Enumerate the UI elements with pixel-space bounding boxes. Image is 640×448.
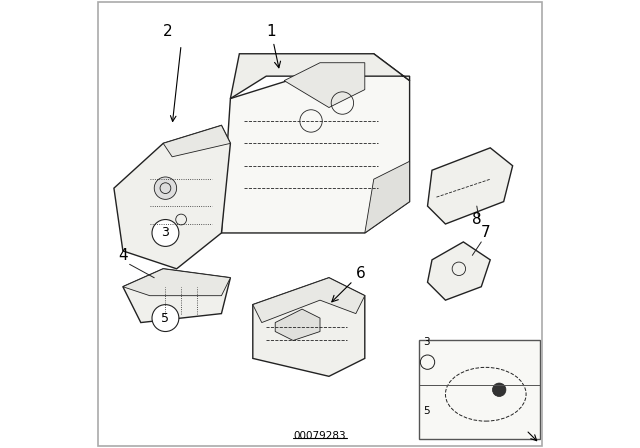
Polygon shape [365, 161, 410, 233]
Polygon shape [123, 269, 230, 323]
Circle shape [152, 305, 179, 332]
Text: 1: 1 [266, 24, 280, 68]
Text: 5: 5 [423, 406, 429, 416]
Polygon shape [275, 309, 320, 340]
Polygon shape [428, 242, 490, 300]
Text: 6: 6 [332, 266, 365, 302]
Polygon shape [253, 278, 365, 323]
Polygon shape [284, 63, 365, 108]
Circle shape [493, 383, 506, 396]
Text: 4: 4 [118, 248, 128, 263]
Text: 8: 8 [472, 212, 482, 227]
Bar [419, 340, 540, 439]
Polygon shape [114, 125, 230, 269]
Text: 2: 2 [163, 24, 173, 39]
Text: 5: 5 [161, 311, 170, 325]
Polygon shape [221, 54, 410, 233]
Polygon shape [123, 269, 230, 296]
Circle shape [152, 220, 179, 246]
Polygon shape [428, 148, 513, 224]
Text: 3: 3 [423, 337, 429, 347]
Text: 7: 7 [481, 225, 491, 241]
Polygon shape [230, 54, 410, 99]
Text: 3: 3 [161, 226, 170, 240]
Text: 00079283: 00079283 [294, 431, 346, 441]
Polygon shape [253, 278, 365, 376]
Polygon shape [163, 125, 230, 157]
Circle shape [154, 177, 177, 199]
